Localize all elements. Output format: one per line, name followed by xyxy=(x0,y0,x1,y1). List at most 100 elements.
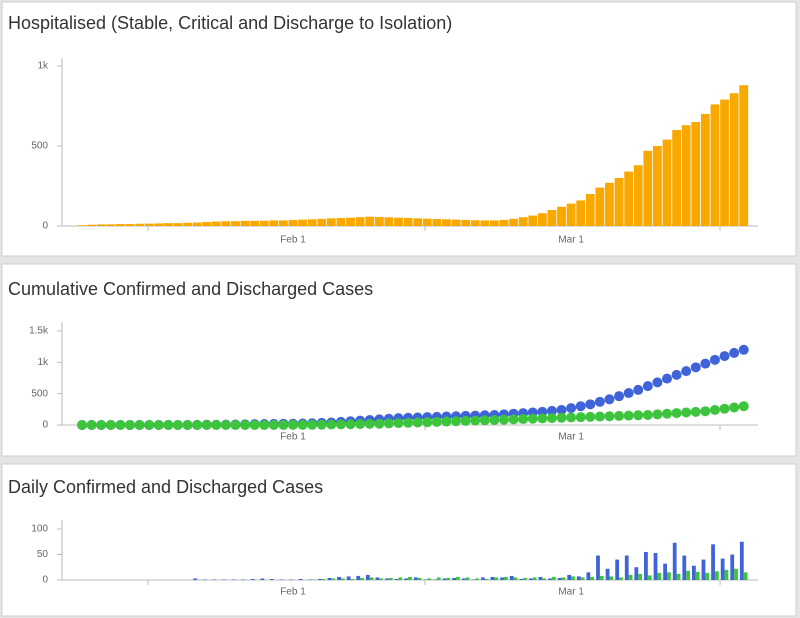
bar xyxy=(404,578,409,580)
bar xyxy=(561,577,566,580)
chart-title: Daily Confirmed and Discharged Cases xyxy=(8,477,323,497)
dot xyxy=(652,409,663,420)
bar xyxy=(686,570,690,580)
dot xyxy=(594,396,605,407)
dot xyxy=(364,418,375,429)
dot xyxy=(316,419,327,430)
bar xyxy=(691,565,696,580)
bar xyxy=(605,568,610,580)
dot xyxy=(604,411,615,422)
dot xyxy=(652,377,663,388)
bar xyxy=(442,219,451,226)
dot xyxy=(690,362,701,373)
bar xyxy=(720,99,729,226)
bar xyxy=(350,578,355,580)
dot xyxy=(671,408,682,419)
dot xyxy=(594,411,605,422)
bar xyxy=(135,223,144,226)
dot xyxy=(335,419,346,430)
bar xyxy=(360,577,364,580)
dot xyxy=(307,419,318,430)
dot xyxy=(700,358,711,369)
bar xyxy=(289,579,293,580)
dot xyxy=(124,420,135,430)
dot xyxy=(230,420,241,430)
bar xyxy=(499,219,509,226)
bar xyxy=(672,130,681,226)
y-tick-label: 0 xyxy=(42,575,48,586)
bar xyxy=(365,574,370,580)
bar xyxy=(590,576,595,580)
bar xyxy=(681,125,691,226)
dot xyxy=(527,413,538,424)
bar xyxy=(624,171,634,226)
bar xyxy=(634,567,639,580)
bar xyxy=(355,217,365,226)
bar xyxy=(270,578,274,580)
bar xyxy=(739,541,744,580)
dot xyxy=(700,406,711,417)
dot xyxy=(738,401,749,412)
bar xyxy=(375,577,380,580)
x-tick-label: Mar 1 xyxy=(558,587,584,598)
bar xyxy=(202,579,207,580)
dot xyxy=(498,414,509,425)
chart-title: Cumulative Confirmed and Discharged Case… xyxy=(8,279,373,299)
bar xyxy=(398,577,403,580)
dot xyxy=(681,366,692,377)
bar xyxy=(307,219,317,226)
bar xyxy=(298,219,307,226)
dot xyxy=(681,407,692,418)
bar xyxy=(413,218,423,226)
bar xyxy=(461,578,466,580)
bar xyxy=(638,573,643,580)
bar xyxy=(580,577,585,580)
bar xyxy=(576,200,586,226)
bar xyxy=(586,572,591,580)
bar xyxy=(379,578,384,580)
dot xyxy=(585,411,596,422)
bar xyxy=(523,577,527,580)
bar xyxy=(557,206,566,226)
bar xyxy=(452,577,457,580)
bar xyxy=(643,150,653,226)
bar xyxy=(279,220,288,226)
bar xyxy=(663,563,668,580)
dot xyxy=(556,412,567,423)
y-tick-label: 1k xyxy=(37,357,49,368)
bar xyxy=(667,572,671,580)
bar xyxy=(308,579,313,580)
bar xyxy=(739,85,749,226)
dot xyxy=(633,384,644,395)
bar xyxy=(509,218,518,226)
bar xyxy=(446,577,451,580)
bar xyxy=(614,178,624,226)
bar xyxy=(557,577,562,580)
bar xyxy=(193,578,198,580)
bar xyxy=(701,559,706,580)
bar xyxy=(436,577,441,580)
dot xyxy=(508,414,519,425)
bar xyxy=(240,220,250,226)
dot xyxy=(690,406,701,417)
bar xyxy=(241,579,246,580)
bar xyxy=(714,571,719,580)
bar xyxy=(547,210,557,226)
dot xyxy=(96,420,107,430)
bar xyxy=(106,224,116,226)
bar xyxy=(212,579,217,580)
bar xyxy=(346,217,355,226)
dot xyxy=(662,408,673,419)
bar xyxy=(548,578,552,580)
bar xyxy=(346,576,351,580)
dot xyxy=(585,399,596,410)
dot xyxy=(134,420,145,430)
chart-title: Hospitalised (Stable, Critical and Disch… xyxy=(8,13,452,33)
dot xyxy=(642,409,653,420)
dot xyxy=(345,419,356,430)
dot xyxy=(422,417,433,428)
bar xyxy=(423,579,428,580)
dot xyxy=(403,417,414,428)
dot xyxy=(412,417,423,428)
bar xyxy=(298,578,303,580)
